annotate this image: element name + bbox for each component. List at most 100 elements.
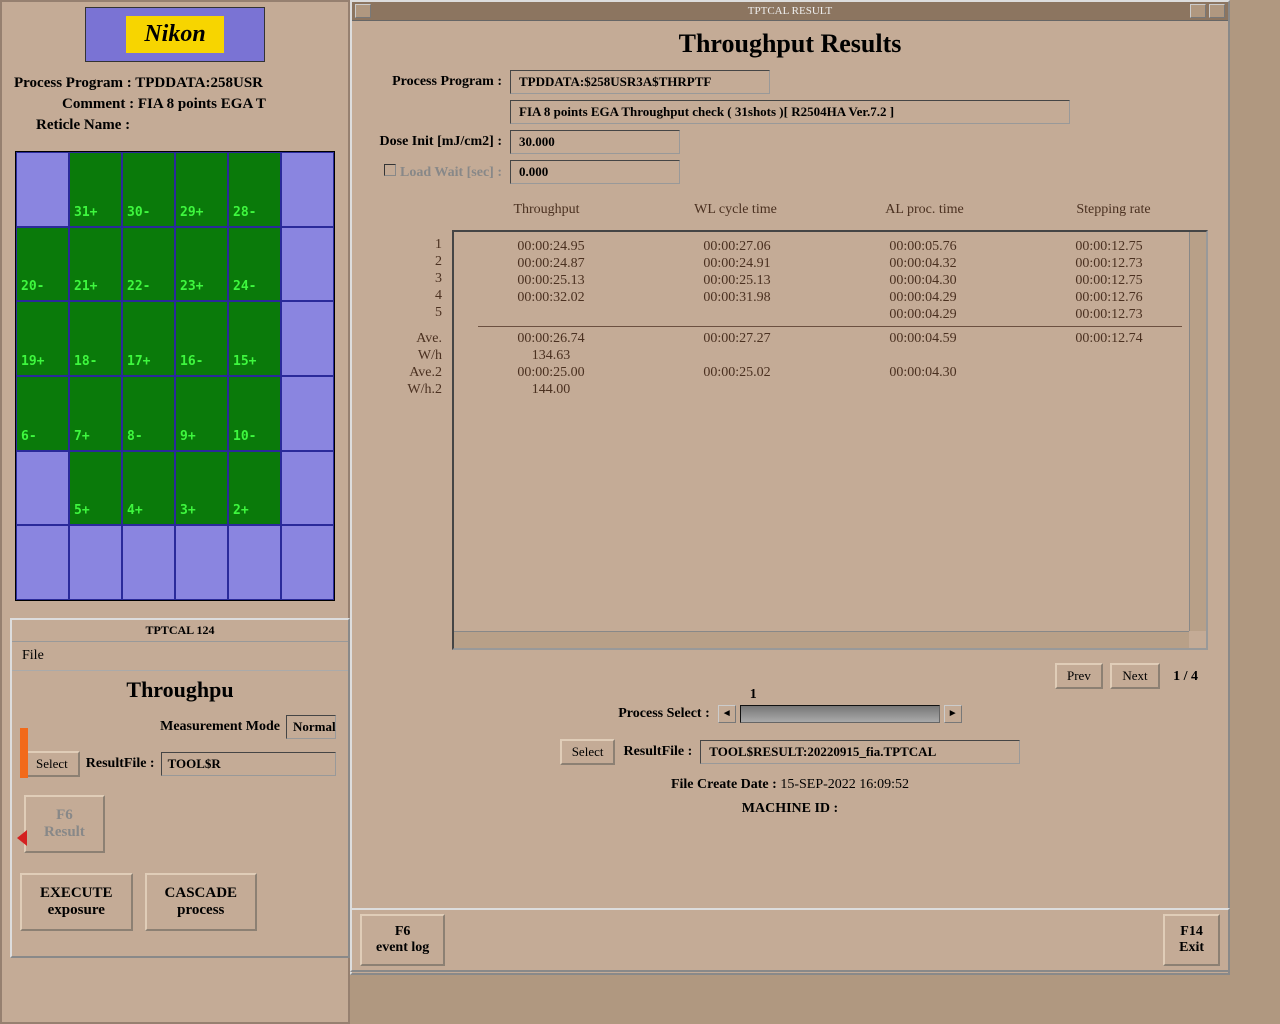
dose-label: Dose Init [mJ/cm2] :: [362, 134, 502, 150]
load-wait-checkbox[interactable]: [384, 164, 396, 176]
measurement-mode-value[interactable]: Normal: [286, 715, 336, 739]
wafer-cell[interactable]: 10-: [228, 376, 281, 451]
wafer-cell-label: 8-: [127, 429, 143, 444]
wafer-cell-label: 31+: [74, 205, 97, 220]
next-button[interactable]: Next: [1110, 663, 1159, 689]
results-data-area: Throughput WL cycle time AL proc. time S…: [372, 202, 1208, 650]
wafer-cell[interactable]: [16, 451, 69, 526]
wafer-cell-label: 24-: [233, 279, 256, 294]
wafer-cell[interactable]: 16-: [175, 301, 228, 376]
wafer-cell[interactable]: 7+: [69, 376, 122, 451]
process-program-value: TPDDATA:258USR: [135, 75, 263, 91]
result-file-label: ResultFile :: [623, 744, 692, 760]
process-slider[interactable]: [740, 705, 940, 723]
wafer-cell[interactable]: 2+: [228, 451, 281, 526]
wafer-cell[interactable]: 30-: [122, 152, 175, 227]
result-file-value[interactable]: TOOL$RESULT:20220915_fia.TPTCAL: [700, 740, 1020, 764]
vertical-scrollbar[interactable]: [1189, 232, 1206, 631]
file-date-label: File Create Date :: [671, 777, 777, 792]
wafer-cell[interactable]: 4+: [122, 451, 175, 526]
column-headers: Throughput WL cycle time AL proc. time S…: [372, 202, 1208, 218]
summary-row: 00:00:25.0000:00:25.0200:00:04.30: [458, 364, 1202, 381]
wafer-cell[interactable]: 22-: [122, 227, 175, 302]
titlebar-menu-icon[interactable]: [355, 4, 371, 18]
wafer-cell-label: 3+: [180, 503, 196, 518]
wafer-cell[interactable]: 18-: [69, 301, 122, 376]
wafer-cell-label: 28-: [233, 205, 256, 220]
wafer-cell[interactable]: 17+: [122, 301, 175, 376]
page-indicator: 1 / 4: [1173, 669, 1198, 684]
data-scroll-area: 00:00:24.9500:00:27.0600:00:05.7600:00:1…: [452, 230, 1208, 650]
wafer-cell-label: 4+: [127, 503, 143, 518]
wafer-cell[interactable]: [175, 525, 228, 600]
pp-value-1[interactable]: TPDDATA:$258USR3A$THRPTF: [510, 70, 770, 94]
wafer-cell[interactable]: [228, 525, 281, 600]
wafer-cell[interactable]: 24-: [228, 227, 281, 302]
wafer-cell[interactable]: 9+: [175, 376, 228, 451]
wafer-cell[interactable]: [16, 525, 69, 600]
wafer-cell[interactable]: [281, 451, 334, 526]
f14-exit-button[interactable]: F14 Exit: [1163, 914, 1220, 966]
wafer-cell[interactable]: [281, 227, 334, 302]
file-date-value: 15-SEP-2022 16:09:52: [780, 777, 909, 792]
wafer-cell[interactable]: 3+: [175, 451, 228, 526]
wafer-cell-label: 16-: [180, 354, 203, 369]
process-select-label: Process Select :: [618, 706, 709, 722]
data-row: 00:00:04.2900:00:12.73: [458, 306, 1202, 323]
wafer-cell-label: 6-: [21, 429, 37, 444]
wafer-cell-label: 2+: [233, 503, 249, 518]
f6-result-button[interactable]: F6 Result: [24, 795, 105, 853]
sub-window-title: TPTCAL 124: [12, 620, 348, 642]
wafer-cell[interactable]: 6-: [16, 376, 69, 451]
result-select-button[interactable]: Select: [560, 739, 616, 765]
tptcal-result-window: TPTCAL RESULT Throughput Results Process…: [350, 0, 1230, 975]
wafer-cell[interactable]: 28-: [228, 152, 281, 227]
comment-value: FIA 8 points EGA T: [138, 96, 266, 112]
wafer-cell[interactable]: [281, 525, 334, 600]
prev-button[interactable]: Prev: [1055, 663, 1103, 689]
process-program-label: Process Program :: [14, 75, 132, 91]
horizontal-scrollbar[interactable]: [454, 631, 1189, 648]
cascade-process-button[interactable]: CASCADE process: [145, 873, 258, 931]
wafer-map: 31+ 30- 29+ 28- 20- 21+ 22- 23+ 24- 19+18-17+ 16- 1…: [15, 151, 335, 601]
wafer-cell[interactable]: 29+: [175, 152, 228, 227]
wafer-cell-label: 23+: [180, 279, 203, 294]
titlebar-min-icon[interactable]: [1190, 4, 1206, 18]
wafer-cell-label: 15+: [233, 354, 256, 369]
wafer-cell[interactable]: [281, 376, 334, 451]
wafer-cell[interactable]: [281, 152, 334, 227]
slider-left-icon[interactable]: ◄: [718, 705, 736, 723]
red-arrow-icon: [17, 830, 27, 846]
pp-value-2[interactable]: FIA 8 points EGA Throughput check ( 31sh…: [510, 100, 1070, 124]
slider-right-icon[interactable]: ►: [944, 705, 962, 723]
titlebar-max-icon[interactable]: [1209, 4, 1225, 18]
wafer-cell[interactable]: [69, 525, 122, 600]
wafer-cell[interactable]: 21+: [69, 227, 122, 302]
wafer-cell[interactable]: 19+: [16, 301, 69, 376]
reticle-label: Reticle Name :: [36, 117, 130, 133]
wafer-cell[interactable]: 15+: [228, 301, 281, 376]
wafer-cell[interactable]: 31+: [69, 152, 122, 227]
wafer-cell[interactable]: 23+: [175, 227, 228, 302]
wafer-cell-label: 21+: [74, 279, 97, 294]
wafer-cell[interactable]: [281, 301, 334, 376]
logo-text: Nikon: [126, 16, 223, 53]
resultfile-value[interactable]: TOOL$R: [161, 752, 336, 776]
wafer-cell-label: 30-: [127, 205, 150, 220]
dose-value[interactable]: 30.000: [510, 130, 680, 154]
wafer-cell-label: 7+: [74, 429, 90, 444]
tptcal-124-window: TPTCAL 124 File Throughpu Measurement Mo…: [10, 618, 350, 958]
wafer-cell[interactable]: [16, 152, 69, 227]
indicator-bar: [20, 728, 28, 778]
execute-exposure-button[interactable]: EXECUTE exposure: [20, 873, 133, 931]
wafer-cell[interactable]: 5+: [69, 451, 122, 526]
wafer-cell[interactable]: 8-: [122, 376, 175, 451]
wafer-cell[interactable]: 20-: [16, 227, 69, 302]
select-button[interactable]: Select: [24, 751, 80, 777]
wafer-cell-label: 10-: [233, 429, 256, 444]
wafer-cell[interactable]: [122, 525, 175, 600]
f6-event-log-button[interactable]: F6 event log: [360, 914, 445, 966]
file-menu[interactable]: File: [12, 642, 348, 671]
measurement-mode-label: Measurement Mode: [24, 719, 280, 735]
load-wait-value[interactable]: 0.000: [510, 160, 680, 184]
